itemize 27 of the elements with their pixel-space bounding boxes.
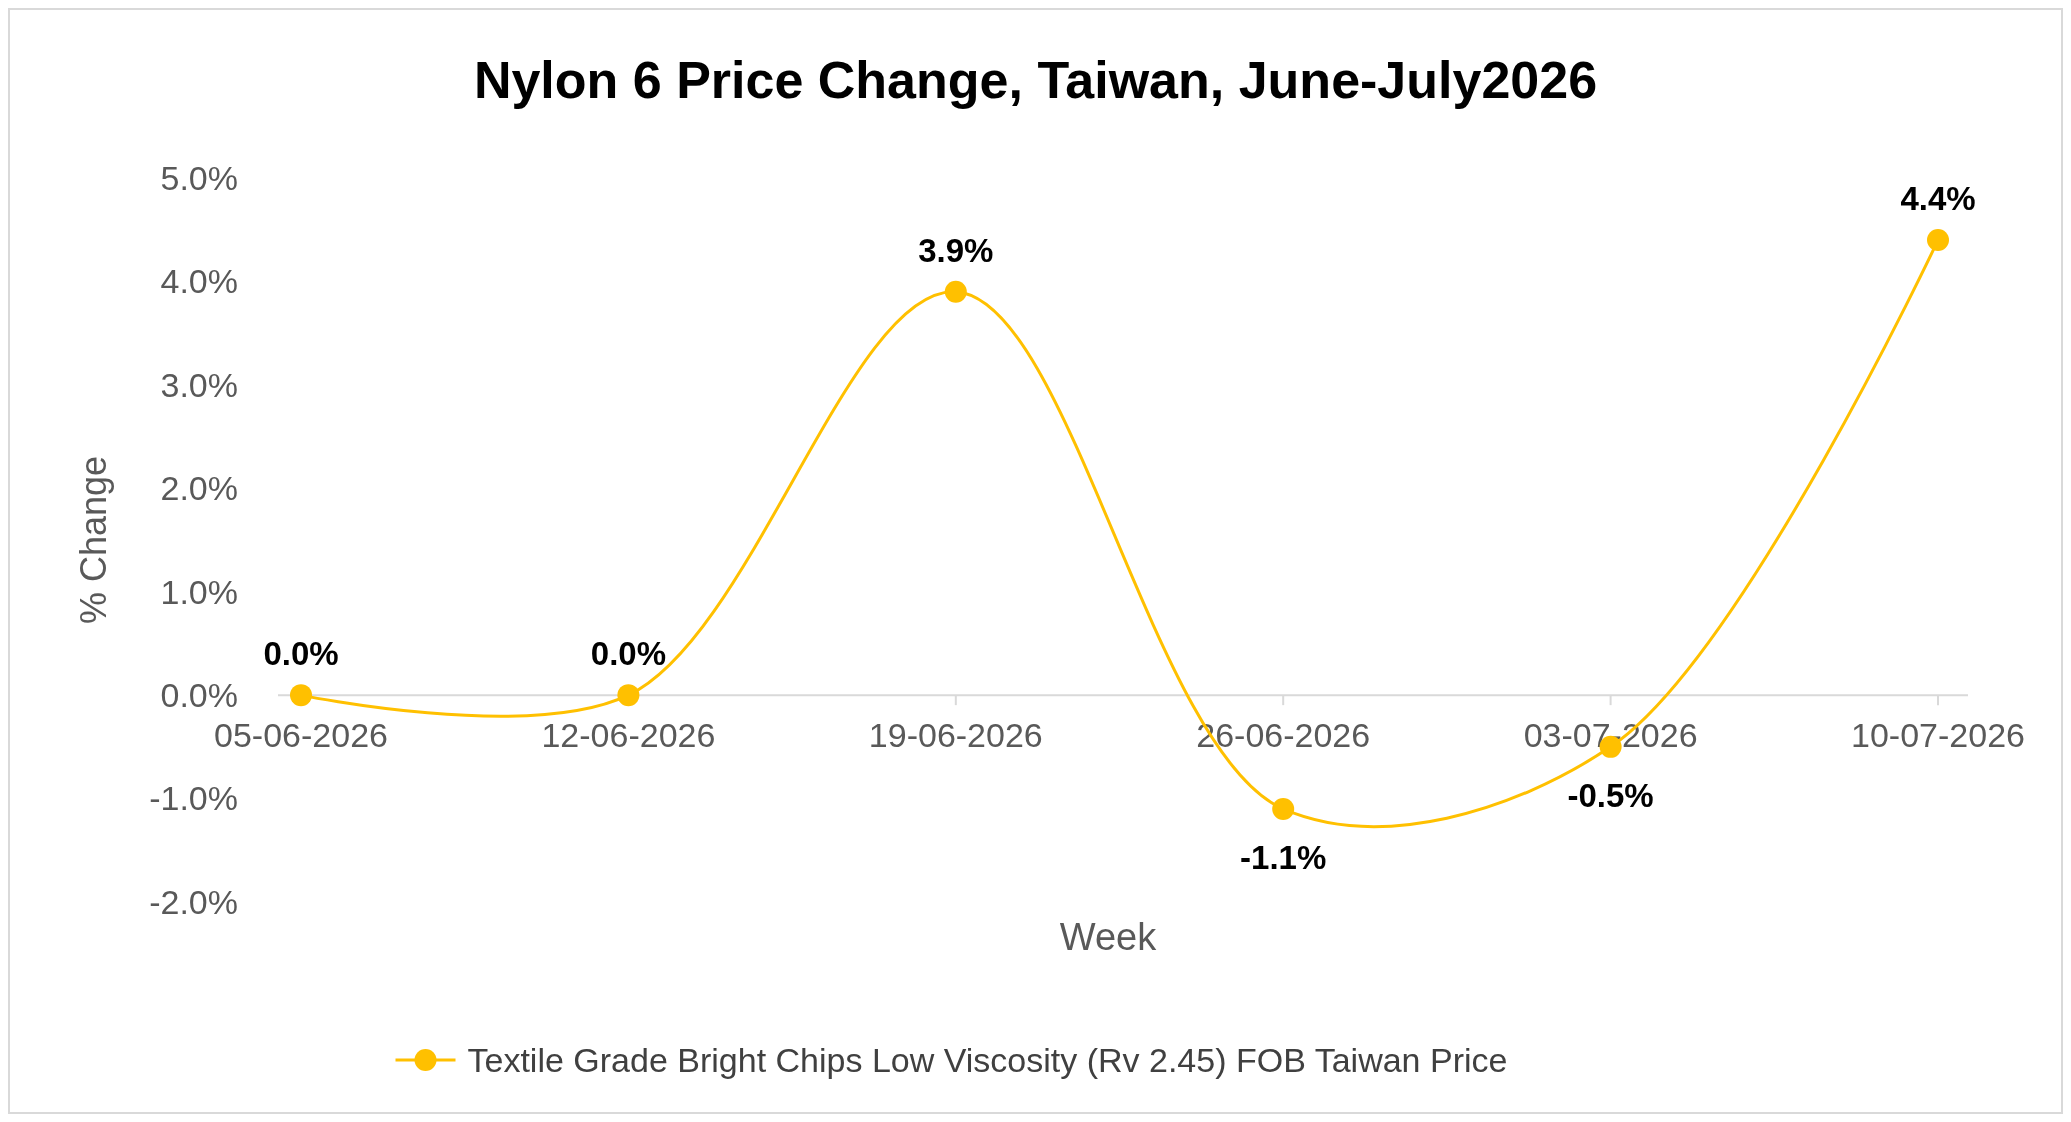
y-tick-label: -1.0%	[149, 779, 238, 818]
x-tick-label: 05-06-2026	[214, 716, 388, 755]
y-tick-label: 1.0%	[160, 572, 238, 611]
point	[1927, 229, 1949, 252]
data-label: -0.5%	[1567, 776, 1654, 814]
chart-title: Nylon 6 Price Change, Taiwan, June-July2026	[473, 51, 1598, 109]
y-tick-label: 5.0%	[160, 158, 238, 197]
data-label: 4.4%	[1900, 180, 1976, 218]
y-tick-label: -2.0%	[149, 882, 238, 921]
data-label: 0.0%	[263, 635, 339, 673]
x-tick-label: 19-06-2026	[868, 716, 1043, 755]
x-tick-label: 12-06-2026	[541, 716, 716, 755]
data-label: 3.9%	[918, 231, 994, 269]
y-axis-title: % Change	[73, 455, 114, 625]
y-tick-label: 3.0%	[160, 365, 238, 404]
point	[290, 684, 312, 707]
data-label: 0.0%	[590, 635, 667, 673]
x-tick-label: 10-07-2026	[1851, 716, 2025, 755]
y-tick-label: 4.0%	[160, 262, 238, 301]
x-axis-title: Week	[1059, 916, 1158, 958]
point	[617, 684, 640, 707]
point	[1272, 797, 1295, 820]
point	[944, 280, 967, 303]
y-tick-label: 2.0%	[160, 469, 238, 508]
data-label: -1.1%	[1240, 838, 1327, 876]
legend-label: Textile Grade Bright Chips Low Viscosity (Rv 2.45) FOB Taiwan Price	[467, 1040, 1508, 1079]
y-tick-label: 0.0%	[160, 676, 238, 715]
